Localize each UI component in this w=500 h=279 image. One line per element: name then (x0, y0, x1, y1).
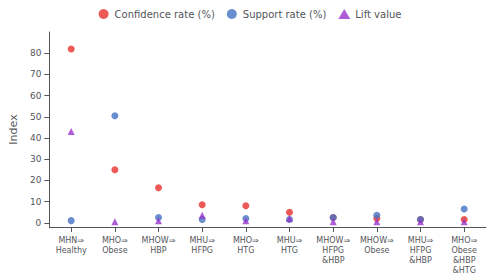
svg-text:Support rate (%): Support rate (%) (243, 9, 327, 20)
svg-text:Obese: Obese (451, 246, 476, 255)
svg-text:HFPG: HFPG (322, 246, 344, 255)
svg-text:30: 30 (30, 154, 42, 164)
svg-text:MHOW⇒: MHOW⇒ (142, 236, 176, 245)
svg-text:MHOW⇒: MHOW⇒ (316, 236, 350, 245)
svg-text:80: 80 (30, 48, 42, 58)
svg-text:20: 20 (30, 175, 42, 185)
svg-text:MHO⇒: MHO⇒ (102, 236, 128, 245)
svg-text:HFPG: HFPG (410, 246, 432, 255)
svg-text:MHO⇒: MHO⇒ (451, 236, 477, 245)
svg-text:Confidence rate (%): Confidence rate (%) (115, 9, 215, 20)
svg-text:&HBP: &HBP (409, 256, 432, 265)
svg-text:40: 40 (30, 133, 42, 143)
svg-text:Lift value: Lift value (355, 9, 401, 20)
svg-text:50: 50 (30, 112, 42, 122)
svg-text:60: 60 (30, 91, 42, 101)
svg-text:&HBP: &HBP (322, 256, 345, 265)
svg-text:HFPG: HFPG (191, 246, 213, 255)
svg-text:&HBP: &HBP (453, 256, 476, 265)
svg-text:70: 70 (30, 69, 42, 79)
svg-text:Obese: Obese (102, 246, 127, 255)
svg-text:Healthy: Healthy (56, 246, 87, 255)
svg-text:10: 10 (30, 197, 42, 207)
svg-text:HTG: HTG (237, 246, 254, 255)
svg-text:MHOW⇒: MHOW⇒ (360, 236, 394, 245)
svg-text:0: 0 (36, 218, 42, 228)
svg-text:Index: Index (7, 114, 20, 145)
svg-text:MHU⇒: MHU⇒ (277, 236, 303, 245)
svg-text:MHN⇒: MHN⇒ (58, 236, 84, 245)
svg-text:Obese: Obese (364, 246, 389, 255)
svg-text:MHU⇒: MHU⇒ (189, 236, 215, 245)
svg-text:&HTG: &HTG (452, 266, 475, 275)
svg-text:MHU⇒: MHU⇒ (408, 236, 434, 245)
svg-text:MHO⇒: MHO⇒ (233, 236, 259, 245)
svg-text:HTG: HTG (281, 246, 298, 255)
svg-text:HBP: HBP (150, 246, 167, 255)
